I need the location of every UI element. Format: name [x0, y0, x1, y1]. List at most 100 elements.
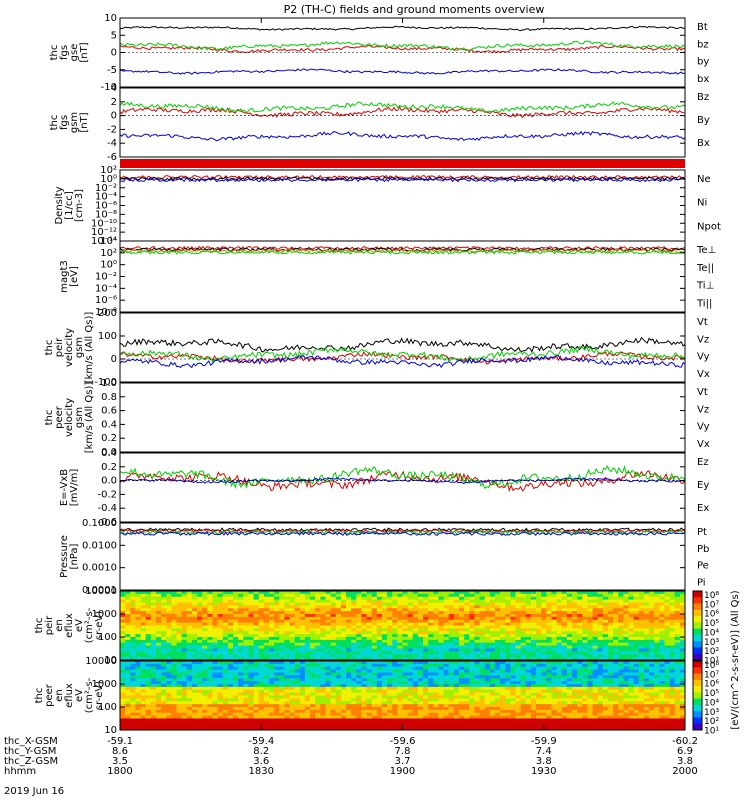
spectrogram-cell [325, 684, 331, 688]
y-tick-label: 10000 [85, 586, 117, 597]
spectrogram-cell [556, 657, 563, 661]
spectrogram-cell [227, 669, 234, 673]
spectrogram-cell [381, 689, 388, 694]
spectrogram-cell [453, 712, 460, 717]
spectrogram-cell [294, 648, 301, 652]
spectrogram-cell [654, 634, 660, 638]
spectrogram-cell [500, 639, 506, 644]
spectrogram-cell [268, 675, 275, 679]
spectrogram-cell [443, 701, 450, 705]
spectrogram-cell [161, 657, 167, 661]
spectrogram-cell [556, 645, 563, 649]
spectrogram-cell [145, 642, 152, 647]
spectrogram-cell [371, 611, 378, 615]
spectrogram-cell [597, 622, 604, 626]
spectrogram-cell [140, 657, 147, 661]
spectrogram-cell [284, 678, 290, 682]
spectrogram-cell [279, 657, 285, 661]
spectrogram-cell [407, 698, 414, 702]
spectrogram-cell [489, 625, 496, 629]
spectrogram-cell [597, 611, 604, 615]
spectrogram-cell [268, 625, 275, 629]
spectrogram-cell [243, 639, 249, 644]
spectrogram-cell [279, 654, 285, 658]
spectrogram-cell [469, 712, 475, 717]
spectrogram-cell [197, 686, 203, 691]
spectrogram-cell [268, 657, 275, 661]
spectrogram-cell [351, 608, 357, 612]
spectrogram-cell [633, 701, 640, 705]
spectrogram-cell [541, 663, 547, 668]
spectrogram-cell [248, 684, 254, 688]
spectrogram-cell [520, 634, 527, 638]
spectrogram-cell [284, 666, 290, 671]
spectrogram-cell [433, 712, 439, 717]
spectrogram-cell [130, 695, 136, 699]
spectrogram-cell [130, 605, 136, 609]
spectrogram-cell [654, 661, 660, 665]
spectrogram-cell [628, 614, 635, 618]
spectrogram-cell [474, 634, 480, 638]
spectrogram-cell [181, 605, 188, 609]
spectrogram-cell [191, 707, 198, 711]
spectrogram-cell [515, 622, 522, 626]
spectrogram-cell [654, 611, 660, 615]
spectrogram-cell [212, 654, 218, 658]
spectrogram-cell [525, 651, 532, 655]
spectrogram-cell [654, 669, 660, 673]
spectrogram-cell [130, 616, 136, 621]
spectrogram-cell [361, 625, 367, 629]
spectrogram-cell [679, 707, 686, 711]
spectrogram-cell [294, 593, 301, 598]
spectrogram-cell [320, 639, 326, 644]
spectrogram-cell [417, 622, 424, 626]
spectrogram-cell [402, 622, 409, 626]
spectrogram-cell [238, 628, 244, 632]
spectrogram-cell [484, 619, 491, 624]
spectrogram-cell [500, 651, 506, 655]
spectrogram-cell [515, 709, 522, 714]
spectrogram-cell [566, 695, 573, 699]
spectrogram-cell [433, 642, 439, 647]
spectrogram-cell [459, 686, 465, 691]
spectrogram-cell [233, 672, 239, 676]
spectrogram-cell [500, 619, 506, 624]
spectrogram-cell [638, 634, 645, 638]
spectrogram-cell [412, 619, 419, 624]
spectrogram-cell [202, 678, 208, 682]
spectrogram-cell [155, 608, 162, 612]
spectrogram-cell [577, 642, 583, 647]
spectrogram-cell [150, 675, 157, 679]
spectrogram-cell [561, 701, 568, 705]
spectrogram-cell [381, 701, 388, 705]
spectrogram-cell [438, 686, 444, 691]
spectrogram-cell [654, 608, 660, 612]
spectrogram-cell [438, 625, 444, 629]
spectrogram-cell [330, 669, 337, 673]
spectrogram-cell [227, 707, 234, 711]
spectrogram-cell [212, 661, 218, 665]
spectrogram-cell [120, 614, 126, 618]
spectrogram-cell [335, 657, 342, 661]
spectrogram-cell [674, 622, 681, 626]
spectrogram-cell [582, 596, 588, 601]
spectrogram-cell [412, 639, 419, 644]
spectrogram-cell [376, 709, 383, 714]
spectrogram-cell [628, 669, 635, 673]
spectrogram-cell [222, 692, 229, 696]
spectrogram-cell [263, 593, 270, 598]
spectrogram-cell [284, 605, 290, 609]
spectrogram-cell [387, 593, 393, 598]
spectrogram-cell [428, 634, 434, 638]
spectrogram-cell [494, 712, 501, 717]
spectrogram-cell [150, 651, 157, 655]
spectrogram-cell [566, 686, 573, 691]
spectrogram-cell [572, 631, 578, 635]
spectrogram-cell [448, 634, 455, 638]
spectrogram-cell [505, 616, 511, 621]
spectrogram-cell [356, 596, 362, 601]
spectrogram-cell [310, 695, 316, 699]
spectrogram-cell [638, 654, 645, 658]
spectrogram-cell [145, 611, 152, 615]
spectrogram-cell [618, 707, 624, 711]
